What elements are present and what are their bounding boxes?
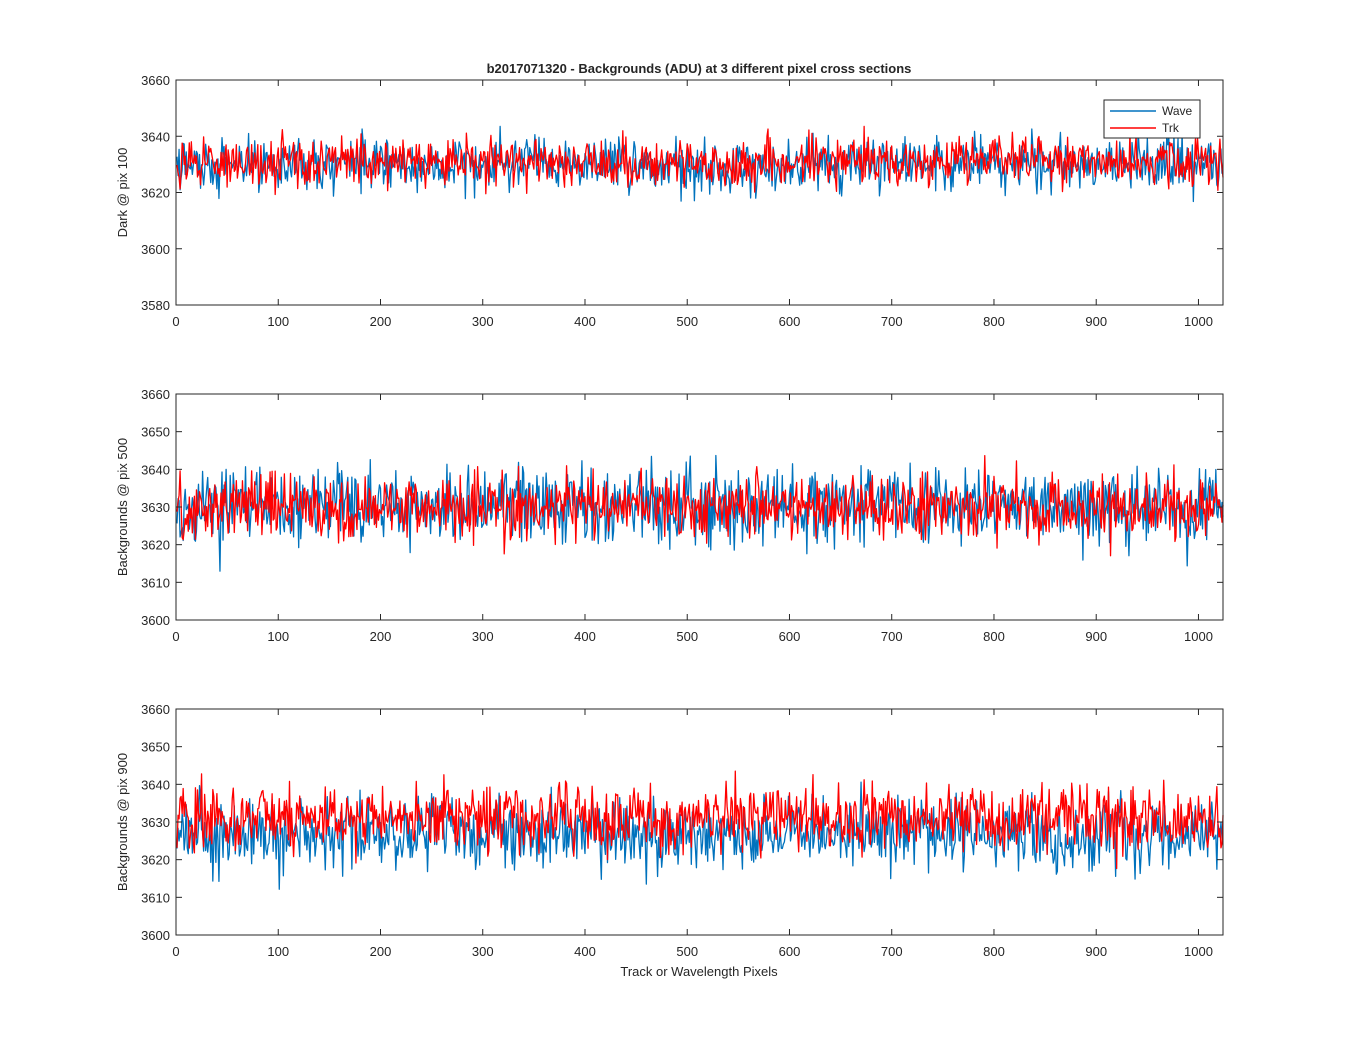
x-tick-label: 1000 bbox=[1184, 944, 1213, 959]
y-axis-label: Backgrounds @ pix 900 bbox=[115, 753, 130, 891]
x-tick-label: 1000 bbox=[1184, 629, 1213, 644]
y-tick-label: 3650 bbox=[141, 740, 170, 755]
x-tick-label: 500 bbox=[676, 629, 698, 644]
y-tick-label: 3660 bbox=[141, 387, 170, 402]
panel-backgrounds-pix-500: 0 100 200 300 400 500 600 700 800 900 1000 3600 3610… bbox=[115, 387, 1224, 644]
x-tick-label: 800 bbox=[983, 944, 1005, 959]
x-tick-label: 700 bbox=[881, 314, 903, 329]
x-tick-label: 200 bbox=[370, 944, 392, 959]
x-axis-label: Track or Wavelength Pixels bbox=[620, 964, 778, 979]
x-tick-label: 400 bbox=[574, 629, 596, 644]
x-tick-label: 600 bbox=[779, 629, 801, 644]
panel-dark-pix-100: 0 100 200 300 400 500 600 700 800 900 1000 3580 3600… bbox=[115, 73, 1224, 329]
x-tick-label: 0 bbox=[172, 629, 179, 644]
x-tick-label: 700 bbox=[881, 629, 903, 644]
y-axis-label: Dark @ pix 100 bbox=[115, 148, 130, 238]
x-tick-label: 300 bbox=[472, 629, 494, 644]
y-tick-label: 3660 bbox=[141, 73, 170, 88]
x-tick-label: 600 bbox=[779, 314, 801, 329]
y-tick-label: 3640 bbox=[141, 777, 170, 792]
y-tick-label: 3620 bbox=[141, 853, 170, 868]
x-tick-label: 800 bbox=[983, 314, 1005, 329]
x-tick-label: 0 bbox=[172, 314, 179, 329]
y-tick-label: 3580 bbox=[141, 298, 170, 313]
x-tick-label: 900 bbox=[1085, 314, 1107, 329]
x-tick-label: 1000 bbox=[1184, 314, 1213, 329]
chart-title: b2017071320 - Backgrounds (ADU) at 3 dif… bbox=[487, 61, 912, 76]
x-tick-label: 400 bbox=[574, 944, 596, 959]
x-tick-label: 200 bbox=[370, 629, 392, 644]
x-tick-label: 700 bbox=[881, 944, 903, 959]
y-axis-label: Backgrounds @ pix 500 bbox=[115, 438, 130, 576]
y-tick-label: 3610 bbox=[141, 575, 170, 590]
legend: Wave Trk bbox=[1103, 99, 1201, 139]
x-tick-label: 100 bbox=[267, 314, 289, 329]
y-tick-label: 3630 bbox=[141, 500, 170, 515]
y-tick-label: 3620 bbox=[141, 538, 170, 553]
y-tick-label: 3650 bbox=[141, 425, 170, 440]
series-line-trk bbox=[176, 125, 1224, 196]
series-line-trk bbox=[176, 455, 1224, 557]
x-tick-label: 100 bbox=[267, 629, 289, 644]
panel-backgrounds-pix-900: 0 100 200 300 400 500 600 700 800 900 1000 3600 3610… bbox=[115, 702, 1224, 959]
legend-wave-label: Wave bbox=[1162, 104, 1193, 118]
y-tick-label: 3640 bbox=[141, 129, 170, 144]
y-tick-label: 3660 bbox=[141, 702, 170, 717]
plot-area bbox=[176, 80, 1223, 305]
x-tick-label: 600 bbox=[779, 944, 801, 959]
x-tick-label: 400 bbox=[574, 314, 596, 329]
legend-trk-label: Trk bbox=[1162, 121, 1180, 135]
x-tick-label: 100 bbox=[267, 944, 289, 959]
legend-box bbox=[1103, 99, 1201, 139]
x-tick-label: 0 bbox=[172, 944, 179, 959]
x-tick-label: 900 bbox=[1085, 944, 1107, 959]
x-tick-label: 900 bbox=[1085, 629, 1107, 644]
x-tick-label: 200 bbox=[370, 314, 392, 329]
x-tick-label: 300 bbox=[472, 944, 494, 959]
y-tick-label: 3640 bbox=[141, 462, 170, 477]
series-line-trk bbox=[176, 770, 1224, 870]
y-tick-label: 3600 bbox=[141, 928, 170, 943]
y-tick-label: 3630 bbox=[141, 815, 170, 830]
y-tick-label: 3610 bbox=[141, 890, 170, 905]
series-line-wave bbox=[176, 781, 1224, 890]
y-tick-label: 3620 bbox=[141, 186, 170, 201]
x-tick-label: 300 bbox=[472, 314, 494, 329]
x-tick-label: 800 bbox=[983, 629, 1005, 644]
y-tick-label: 3600 bbox=[141, 242, 170, 257]
x-tick-label: 500 bbox=[676, 314, 698, 329]
x-tick-label: 500 bbox=[676, 944, 698, 959]
y-tick-label: 3600 bbox=[141, 613, 170, 628]
